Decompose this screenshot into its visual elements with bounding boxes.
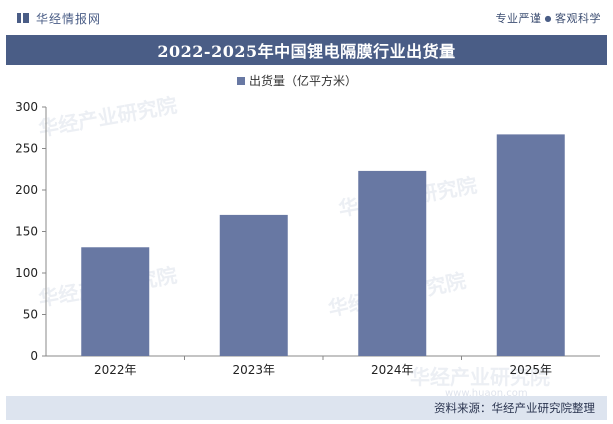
y-tick-label: 50 [23, 308, 38, 322]
logo-icon [17, 13, 29, 23]
tagline-right: 客观科学 [555, 12, 601, 25]
source-note: 资料来源：华经产业研究院整理 [434, 401, 595, 415]
watermark-text: 华经产业研究院 [410, 365, 550, 389]
bar [81, 247, 150, 356]
bar-chart: 华经产业研究院华经产业研究院华经产业研究院华经产业研究院华经产业研究院www.h… [15, 73, 600, 396]
legend-swatch [237, 77, 245, 85]
y-tick-label: 250 [15, 142, 38, 156]
bar [358, 170, 427, 356]
title-banner: 2022-2025年中国锂电隔膜行业出货量 [6, 35, 607, 65]
footer: 资料来源：华经产业研究院整理 [6, 396, 607, 420]
x-tick-label: 2025年 [509, 363, 552, 377]
y-tick-label: 300 [15, 100, 38, 114]
x-tick-label: 2024年 [371, 363, 414, 377]
y-tick-label: 200 [15, 183, 38, 197]
tagline: 专业严谨 ● 客观科学 [496, 10, 601, 26]
tagline-left: 专业严谨 [495, 12, 542, 25]
top-bar: 华经情报网 专业严谨 ● 客观科学 [0, 0, 613, 34]
brand-name: 华经情报网 [36, 11, 102, 26]
y-tick-label: 100 [15, 266, 38, 280]
bar [496, 134, 565, 356]
chart-title: 2022-2025年中国锂电隔膜行业出货量 [157, 42, 456, 61]
x-tick-label: 2023年 [232, 363, 275, 377]
bar [219, 214, 288, 356]
bullet-icon: ● [544, 13, 552, 23]
legend-label: 出货量（亿平方米） [249, 73, 357, 88]
y-tick-label: 0 [30, 349, 38, 363]
x-tick-label: 2022年 [94, 363, 137, 377]
brand: 华经情报网 [16, 9, 101, 27]
watermark-text: 华经产业研究院 [37, 93, 179, 141]
y-tick-label: 150 [15, 225, 38, 239]
watermark-url: www.huaon.com [445, 388, 528, 396]
